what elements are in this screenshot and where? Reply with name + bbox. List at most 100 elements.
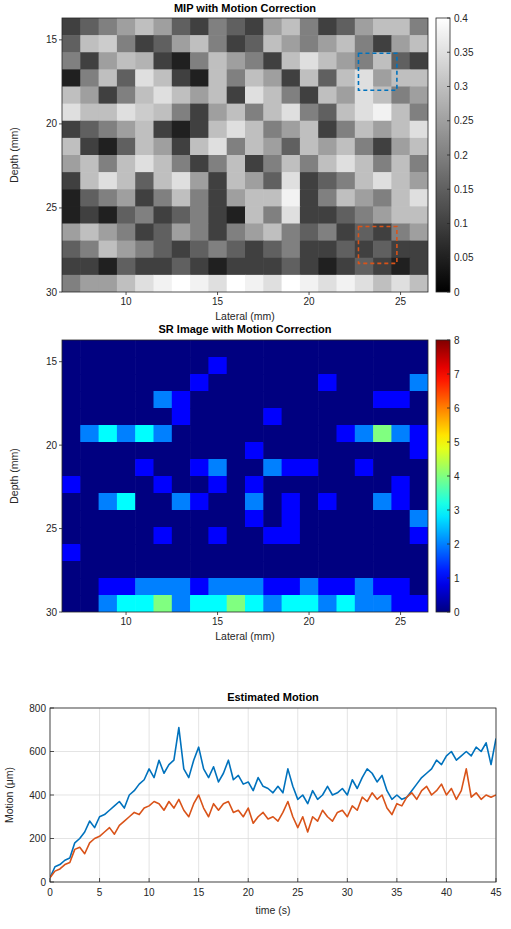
cell: [227, 357, 246, 375]
colorbar-tick-label: 0.35: [454, 47, 474, 58]
x-tick: [217, 612, 218, 615]
cell: [117, 527, 136, 545]
motion-line: [50, 728, 496, 878]
cell: [227, 459, 246, 477]
cell: [135, 87, 154, 105]
cell: [80, 374, 99, 392]
cell: [135, 578, 154, 596]
cell: [373, 275, 392, 292]
cell: [117, 340, 136, 358]
cell: [282, 578, 301, 596]
cell: [135, 527, 154, 545]
y-tick-label: 200: [29, 833, 46, 844]
cell: [282, 69, 301, 87]
cell: [245, 121, 264, 139]
cell: [99, 52, 118, 70]
cell: [373, 258, 392, 276]
cell: [99, 275, 118, 292]
y-tick-label: 600: [29, 746, 46, 757]
cell: [245, 87, 264, 105]
cell: [263, 241, 282, 259]
cell: [337, 510, 356, 528]
cell: [172, 357, 191, 375]
cell: [355, 527, 374, 545]
cell: [300, 340, 319, 358]
cell: [337, 442, 356, 460]
cell: [135, 510, 154, 528]
cell: [355, 104, 374, 122]
cell: [154, 241, 173, 259]
cell: [117, 595, 136, 612]
cell: [355, 544, 374, 562]
cell: [117, 258, 136, 276]
y-tick: [50, 882, 54, 883]
cell: [318, 104, 337, 122]
cell: [337, 578, 356, 596]
cell: [300, 121, 319, 139]
cell: [154, 155, 173, 173]
cell: [282, 138, 301, 156]
cell: [355, 476, 374, 494]
cell: [62, 206, 81, 224]
x-tick-label: 20: [243, 887, 255, 898]
cell: [117, 493, 136, 511]
x-tick-label: 30: [342, 887, 354, 898]
y-tick-label: 15: [46, 356, 58, 367]
cell: [263, 224, 282, 242]
cell: [355, 69, 374, 87]
y-axis-title: Depth (mm): [8, 127, 20, 182]
x-tick-label: 10: [120, 296, 132, 307]
cell: [135, 69, 154, 87]
cell: [300, 224, 319, 242]
cell: [227, 206, 246, 224]
x-tick-label: 15: [212, 296, 224, 307]
cell: [373, 206, 392, 224]
cell: [227, 172, 246, 190]
cell: [80, 172, 99, 190]
cell: [117, 172, 136, 190]
cell: [410, 138, 428, 156]
colorbar-tick: [447, 189, 450, 190]
cell: [410, 275, 428, 292]
colorbar-tick: [447, 292, 450, 293]
cell: [337, 206, 356, 224]
region-box: [358, 53, 396, 90]
cell: [263, 544, 282, 562]
cell: [263, 510, 282, 528]
cell: [355, 35, 374, 53]
colorbar-tick-label: 6: [454, 403, 460, 414]
cell: [263, 561, 282, 579]
y-tick: [59, 39, 62, 40]
cell: [117, 578, 136, 596]
cell: [263, 527, 282, 545]
cell: [410, 561, 428, 579]
cell: [190, 408, 209, 426]
cell: [227, 425, 246, 443]
cell: [208, 425, 227, 443]
cell: [208, 155, 227, 173]
cell: [391, 172, 410, 190]
cell: [391, 155, 410, 173]
cell: [300, 578, 319, 596]
cell: [80, 340, 99, 358]
colorbar-tick-label: 0.05: [454, 252, 474, 263]
cell: [208, 206, 227, 224]
cell: [99, 224, 118, 242]
cell: [263, 138, 282, 156]
cell: [373, 391, 392, 409]
cell: [282, 172, 301, 190]
cell: [227, 408, 246, 426]
cell: [391, 104, 410, 122]
cell: [208, 442, 227, 460]
cell: [208, 258, 227, 276]
cell: [373, 138, 392, 156]
y-tick: [59, 292, 62, 293]
cell: [172, 52, 191, 70]
x-tick: [126, 292, 127, 295]
x-tick: [309, 292, 310, 295]
cell: [391, 340, 410, 358]
plot-area: [62, 18, 428, 292]
cell: [190, 459, 209, 477]
y-tick: [59, 361, 62, 362]
cell: [300, 104, 319, 122]
